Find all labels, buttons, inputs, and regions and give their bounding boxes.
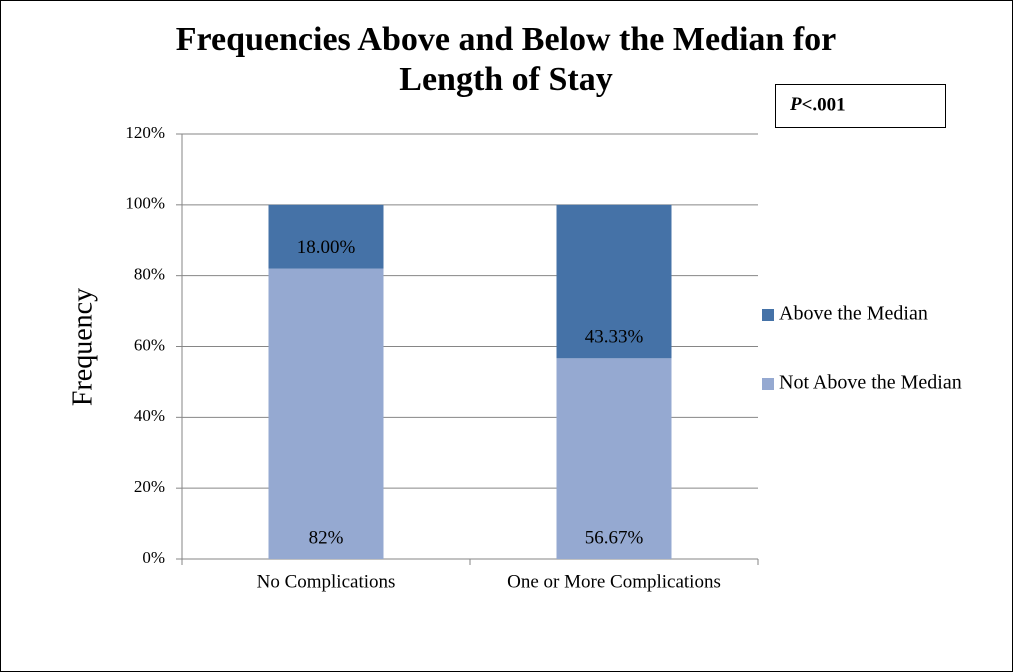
y-tick-label: 80% <box>134 265 165 284</box>
value-label: 82% <box>309 527 344 548</box>
x-tick-label: No Complications <box>257 571 396 592</box>
value-label: 43.33% <box>585 327 644 348</box>
annotation: P<.001 <box>789 94 846 115</box>
legend-label: Not Above the Median <box>779 372 962 394</box>
y-tick-label: 40% <box>134 406 165 425</box>
legend-label: Above the Median <box>779 303 928 325</box>
value-label: 56.67% <box>585 527 644 548</box>
bar-segment <box>268 204 384 269</box>
chart-title: Length of Stay <box>399 61 612 98</box>
legend-swatch <box>762 309 774 321</box>
y-tick-label: 60% <box>134 335 165 354</box>
y-tick-label: 0% <box>142 548 165 567</box>
y-tick-label: 20% <box>134 477 165 496</box>
bar-segment <box>556 204 672 359</box>
bar-segment <box>556 358 672 559</box>
value-label: 18.00% <box>297 237 356 258</box>
y-axis-title: Frequency <box>67 288 98 406</box>
annotation-box <box>775 84 946 128</box>
chart-title: Frequencies Above and Below the Median f… <box>176 21 836 58</box>
bar-segment <box>268 268 384 559</box>
x-tick-label: One or More Complications <box>507 571 721 592</box>
legend-swatch <box>762 378 774 390</box>
y-tick-label: 100% <box>125 194 165 213</box>
y-tick-label: 120% <box>125 123 165 142</box>
